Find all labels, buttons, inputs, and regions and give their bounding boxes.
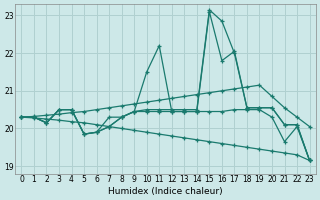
X-axis label: Humidex (Indice chaleur): Humidex (Indice chaleur) — [108, 187, 223, 196]
